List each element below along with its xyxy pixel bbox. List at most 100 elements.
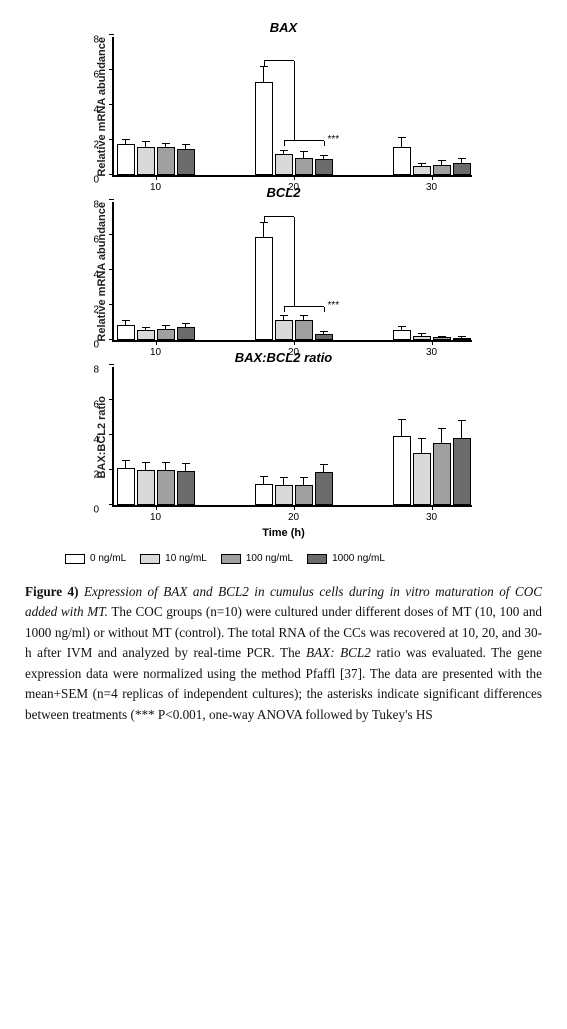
y-tick-mark [109, 104, 114, 105]
error-bar [145, 142, 146, 147]
bar [295, 320, 313, 340]
plot-area: 02468102030*** [112, 202, 472, 342]
bar [117, 325, 135, 340]
bar [177, 327, 195, 340]
bar [413, 336, 431, 340]
error-cap [418, 333, 426, 334]
sig-bracket-line [284, 140, 324, 141]
error-cap [122, 460, 130, 461]
x-tick-mark [156, 505, 157, 510]
bar [433, 337, 451, 340]
sig-bracket-line [284, 141, 285, 146]
legend-row: 0 ng/mL 10 ng/mL 100 ng/mL 1000 ng/mL [65, 553, 542, 564]
x-tick-mark [294, 505, 295, 510]
y-tick-label: 6 [94, 70, 472, 81]
error-cap [418, 163, 426, 164]
error-cap [142, 462, 150, 463]
chart-block: BAX:BCL2 ratioBAX:BCL2 ratio02468102030T… [96, 350, 472, 539]
x-tick-mark [432, 505, 433, 510]
error-cap [300, 151, 308, 152]
significance-label: *** [328, 134, 340, 145]
error-bar [283, 316, 284, 320]
x-tick-mark [156, 340, 157, 345]
error-bar [185, 324, 186, 327]
y-tick-mark [109, 34, 114, 35]
error-bar [283, 151, 284, 155]
x-tick-label: 10 [150, 182, 161, 193]
error-cap [458, 420, 466, 421]
sig-bracket-line [284, 307, 285, 312]
error-cap [280, 150, 288, 151]
y-tick-mark [109, 304, 114, 305]
y-tick-label: 6 [94, 400, 472, 411]
legend-item: 1000 ng/mL [307, 553, 385, 564]
error-bar [461, 159, 462, 163]
chart-wrap: Relative mRNA abundance02468102030*** [96, 37, 472, 177]
bar [433, 443, 451, 505]
y-tick-label: 6 [94, 235, 472, 246]
bar [137, 147, 155, 175]
x-tick-mark [294, 175, 295, 180]
error-cap [458, 336, 466, 337]
error-cap [162, 325, 170, 326]
bar [157, 329, 175, 340]
legend-label: 1000 ng/mL [332, 553, 385, 564]
error-bar [421, 334, 422, 336]
error-bar [461, 337, 462, 338]
error-cap [398, 419, 406, 420]
x-tick-mark [294, 340, 295, 345]
error-cap [142, 141, 150, 142]
error-bar [263, 477, 264, 484]
chart-block: BAXRelative mRNA abundance02468102030*** [96, 20, 472, 177]
error-bar [421, 164, 422, 167]
error-cap [320, 331, 328, 332]
chart-wrap: BAX:BCL2 ratio02468102030 [96, 367, 472, 507]
error-cap [418, 438, 426, 439]
legend-label: 0 ng/mL [90, 553, 126, 564]
bar [275, 485, 293, 505]
error-cap [122, 320, 130, 321]
y-tick-mark [109, 399, 114, 400]
error-bar [401, 420, 402, 436]
error-cap [458, 158, 466, 159]
caption-ratio: BAX: BCL2 [306, 645, 371, 660]
error-bar [165, 326, 166, 329]
significance-label: *** [328, 300, 340, 311]
bar [393, 436, 411, 505]
error-cap [142, 327, 150, 328]
error-bar [283, 478, 284, 485]
sig-bracket-line [284, 306, 324, 307]
figure-caption: Figure 4) Expression of BAX and BCL2 in … [25, 582, 542, 725]
error-cap [300, 477, 308, 478]
x-tick-mark [432, 340, 433, 345]
chart-title: BAX [96, 20, 472, 35]
bar [117, 468, 135, 505]
error-bar [125, 321, 126, 325]
error-bar [421, 439, 422, 453]
figure-area: BAXRelative mRNA abundance02468102030***… [25, 20, 542, 725]
error-bar [441, 429, 442, 443]
error-cap [182, 463, 190, 464]
error-cap [398, 326, 406, 327]
y-tick-label: 8 [94, 200, 472, 211]
sig-bracket-line [264, 61, 265, 67]
error-cap [438, 336, 446, 337]
y-tick-mark [109, 199, 114, 200]
x-tick-label: 20 [288, 347, 299, 358]
x-tick-label: 20 [288, 182, 299, 193]
y-tick-mark [109, 234, 114, 235]
error-bar [263, 223, 264, 237]
error-bar [185, 145, 186, 149]
y-tick-label: 8 [94, 35, 472, 46]
legend-item: 10 ng/mL [140, 553, 207, 564]
x-axis-label: Time (h) [96, 527, 472, 539]
bar [295, 485, 313, 505]
error-bar [185, 464, 186, 471]
bar [255, 237, 273, 340]
legend-swatch [307, 554, 327, 564]
error-cap [260, 476, 268, 477]
error-bar [303, 316, 304, 320]
error-cap [280, 477, 288, 478]
legend-label: 100 ng/mL [246, 553, 293, 564]
bar [275, 320, 293, 340]
